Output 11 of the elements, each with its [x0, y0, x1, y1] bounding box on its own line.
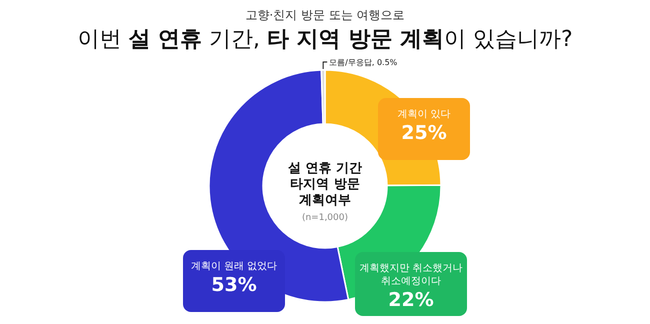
text: 설 연휴 기간 타지역 방문 계획여부: [288, 161, 362, 208]
data-label: 53%: [211, 274, 257, 296]
slice-label: 계획이 원래 없었다: [190, 261, 278, 272]
chart-subtitle: 고향·친지 방문 또는 여행으로: [245, 8, 405, 22]
data-label: 22%: [388, 289, 434, 311]
slice-label: 모름/무응답, 0.5%: [329, 58, 398, 68]
text: (n=1,000): [302, 213, 348, 223]
data-label: 25%: [401, 122, 447, 144]
chart-title: 이번 설 연휴 기간, 타 지역 방문 계획이 있습니까?: [77, 27, 573, 52]
slice-label: 계획했지만 취소했거나 취소예정이다: [359, 263, 463, 287]
slice-label: 계획이 있다: [397, 109, 451, 120]
